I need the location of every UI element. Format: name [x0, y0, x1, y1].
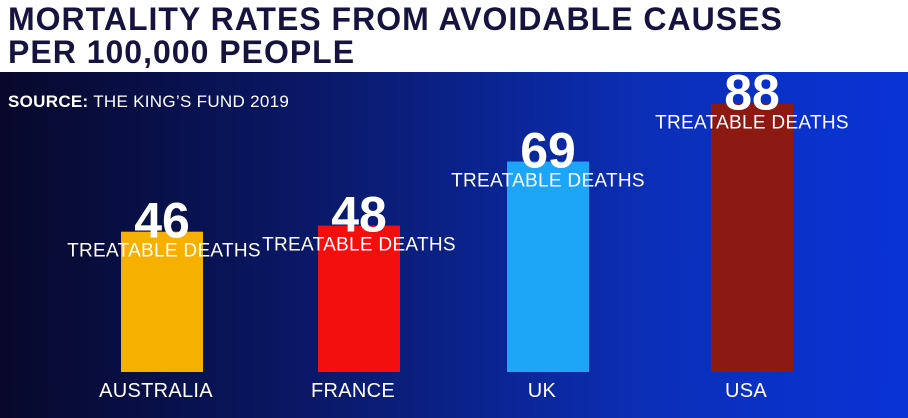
value-label-australia: 46 [134, 193, 190, 249]
category-label-australia: AUSTRALIA [99, 380, 213, 402]
category-label-uk: UK [528, 380, 557, 402]
value-label-uk: 69 [520, 123, 576, 179]
category-label-usa: USA [725, 380, 767, 402]
bar-australia [121, 231, 203, 372]
chart-title-line-1: MORTALITY RATES FROM AVOIDABLE CAUSES [8, 1, 783, 37]
category-label-france: FRANCE [311, 380, 395, 402]
bar-uk [507, 161, 589, 372]
value-sublabel-uk: TREATABLE DEATHS [451, 171, 645, 192]
source-note: SOURCE: THE KING’S FUND 2019 [8, 92, 289, 112]
value-sublabel-france: TREATABLE DEATHS [262, 235, 456, 256]
value-label-france: 48 [331, 187, 387, 243]
source-label: SOURCE: [8, 92, 89, 111]
bar-france [318, 225, 400, 372]
value-sublabel-australia: TREATABLE DEATHS [67, 241, 261, 262]
bar-usa [711, 103, 793, 372]
source-text: THE KING’S FUND 2019 [93, 92, 290, 111]
title-banner: MORTALITY RATES FROM AVOIDABLE CAUSES PE… [0, 0, 908, 72]
value-sublabel-usa: TREATABLE DEATHS [655, 113, 849, 134]
value-label-usa: 88 [724, 65, 780, 121]
chart-title-line-2: PER 100,000 PEOPLE [8, 34, 356, 70]
